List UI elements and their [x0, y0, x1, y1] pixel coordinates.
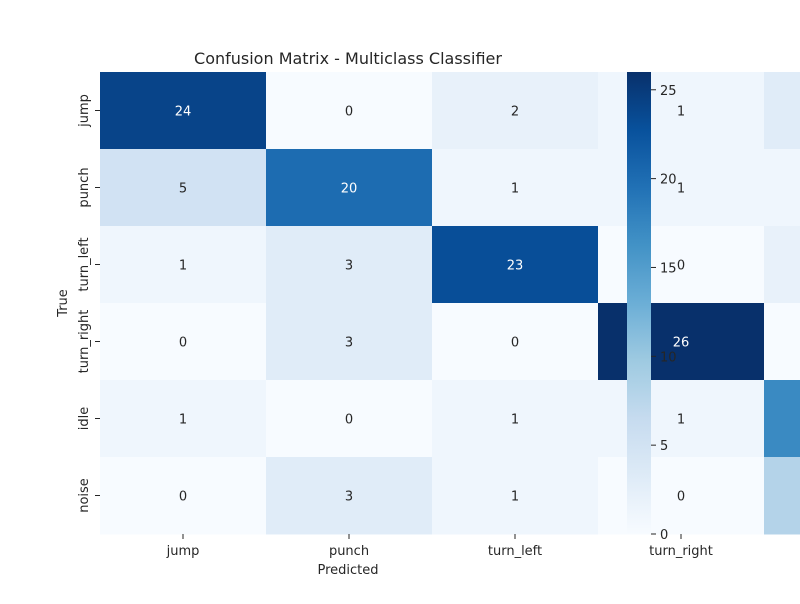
- cell-value-label: 0: [179, 336, 187, 351]
- cell-value-label: 0: [345, 105, 353, 120]
- heatmap-cell: [266, 226, 433, 304]
- heatmap-cell: [764, 149, 800, 227]
- chart-title: Confusion Matrix - Multiclass Classifier: [194, 49, 502, 68]
- colorbar-tick-label: 10: [660, 350, 677, 365]
- heatmap-cell: [432, 457, 599, 535]
- cell-value-label: 23: [507, 259, 524, 274]
- cell-value-label: 0: [511, 336, 519, 351]
- heatmap-cell: [266, 457, 433, 535]
- colorbar: [627, 72, 651, 534]
- colorbar-ticks: 0 5 10 15 20 25: [651, 84, 677, 543]
- heatmap-cell: [432, 72, 599, 150]
- colorbar-tick-label: 5: [660, 439, 668, 454]
- cell-value-label: 5: [179, 182, 187, 197]
- colorbar-tick-label: 20: [660, 173, 677, 188]
- heatmap-cell: [764, 226, 800, 304]
- heatmap-cell: [100, 380, 267, 458]
- heatmap-cell: [266, 72, 433, 150]
- heatmap-cell: [598, 72, 765, 150]
- heatmap-cell: [266, 303, 433, 381]
- heatmap-cell: [598, 380, 765, 458]
- x-tick-label: turn_right: [649, 544, 713, 559]
- cell-value-label: 0: [677, 490, 685, 505]
- heatmap-cell: [432, 303, 599, 381]
- heatmap-cell: [432, 226, 599, 304]
- y-tick-label: idle: [77, 407, 92, 430]
- heatmap-cell: [598, 226, 765, 304]
- heatmap-cell: [266, 380, 433, 458]
- x-tick-label: jump: [166, 544, 200, 559]
- colorbar-tick-label: 25: [660, 84, 677, 99]
- y-tick-label: turn_right: [77, 310, 92, 374]
- cell-value-label: 1: [179, 259, 187, 274]
- x-axis-label: Predicted: [317, 563, 378, 578]
- x-tick-label: turn_left: [488, 544, 542, 559]
- y-tick-label: punch: [77, 167, 92, 207]
- cell-value-label: 3: [345, 259, 353, 274]
- cell-value-label: 0: [345, 413, 353, 428]
- cell-annotations: 2402130520111213230210302601101117303108…: [175, 105, 690, 505]
- y-tick-label: jump: [77, 94, 92, 128]
- heatmap-cell: [100, 226, 267, 304]
- colorbar-tick-label: 15: [660, 261, 677, 276]
- cell-value-label: 3: [345, 336, 353, 351]
- heatmap-cell: [764, 380, 800, 458]
- cell-value-label: 0: [677, 259, 685, 274]
- heatmap-cell: [100, 149, 267, 227]
- heatmap-cell: [598, 457, 765, 535]
- cell-value-label: 1: [511, 182, 519, 197]
- y-tick-label: turn_left: [77, 237, 92, 291]
- cell-value-label: 3: [345, 490, 353, 505]
- y-tick-label: noise: [77, 478, 92, 513]
- colorbar-tick-label: 0: [660, 528, 668, 543]
- cell-value-label: 20: [341, 182, 358, 197]
- cell-value-label: 0: [179, 490, 187, 505]
- heatmap-cell: [764, 72, 800, 150]
- cell-value-label: 1: [677, 182, 685, 197]
- heatmap-cell: [100, 457, 267, 535]
- heatmap-cell: [432, 380, 599, 458]
- heatmap-cells: [100, 72, 800, 535]
- cell-value-label: 1: [511, 490, 519, 505]
- heatmap-cell: [100, 303, 267, 381]
- heatmap-cell: [598, 303, 765, 381]
- cell-value-label: 1: [677, 105, 685, 120]
- heatmap-cell: [764, 457, 800, 535]
- cell-value-label: 2: [511, 105, 519, 120]
- heatmap-cell: [432, 149, 599, 227]
- heatmap-cell: [100, 72, 267, 150]
- heatmap-cell: [266, 149, 433, 227]
- cell-value-label: 1: [179, 413, 187, 428]
- heatmap-cell: [598, 149, 765, 227]
- cell-value-label: 24: [175, 105, 192, 120]
- cell-value-label: 1: [511, 413, 519, 428]
- x-tick-label: punch: [329, 544, 369, 559]
- heatmap-cell: [764, 303, 800, 381]
- cell-value-label: 1: [677, 413, 685, 428]
- y-axis-label: True: [56, 289, 71, 318]
- cell-value-label: 26: [673, 336, 690, 351]
